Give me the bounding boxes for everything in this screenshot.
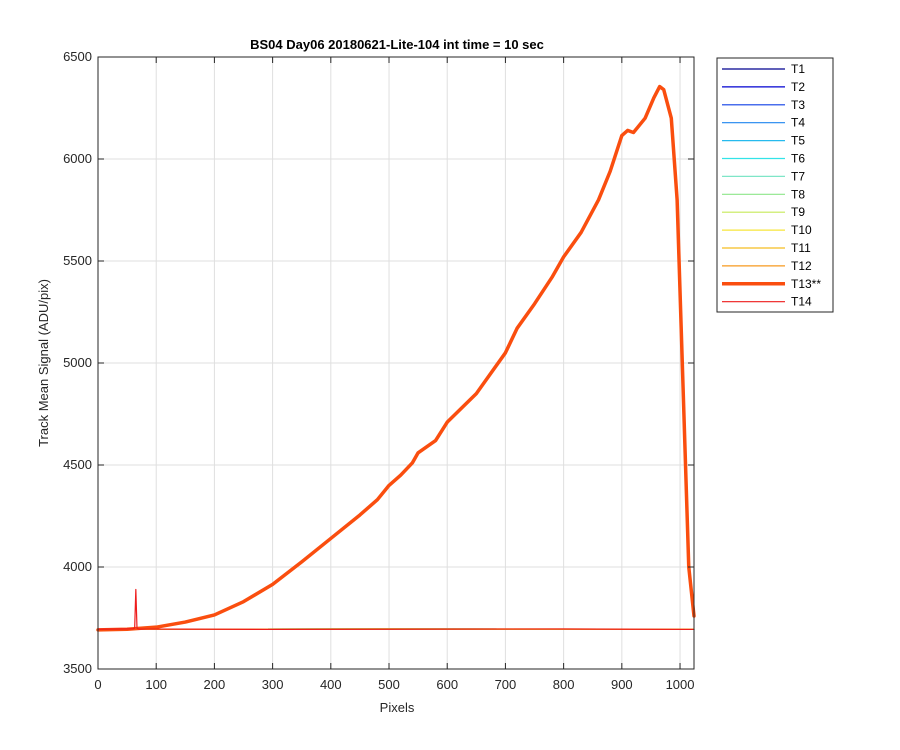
- legend-label: T11: [791, 241, 811, 255]
- series-line-t13: [96, 84, 696, 632]
- legend-label: T9: [791, 205, 805, 219]
- legend-label: T3: [791, 98, 805, 112]
- legend-label: T5: [791, 134, 805, 148]
- x-tick-label: 800: [553, 677, 575, 692]
- y-axis-label: Track Mean Signal (ADU/pix): [36, 279, 51, 447]
- x-tick-label: 700: [495, 677, 517, 692]
- legend: T1 T2 T3 T4 T5 T6 T7 T8 T9 T10 T11 T12 T13** T14: [716, 57, 834, 313]
- x-tick-label: 900: [611, 677, 633, 692]
- chart-title: BS04 Day06 20180621-Lite-104 int time = …: [250, 37, 544, 52]
- x-tick-label: 1000: [666, 677, 695, 692]
- y-tick-label: 4500: [63, 457, 92, 472]
- x-tick-label: 200: [204, 677, 226, 692]
- legend-label: T4: [791, 116, 805, 130]
- x-tick-label: 500: [378, 677, 400, 692]
- x-tick-label: 400: [320, 677, 342, 692]
- legend-label: T13**: [791, 277, 821, 291]
- axis-ticks: 0 100 200 300 400 500 600 700 800 900 1000 3500 4000…: [63, 49, 694, 692]
- x-tick-label: 600: [436, 677, 458, 692]
- series-line-t14: [97, 588, 695, 631]
- legend-box: [716, 57, 834, 313]
- x-tick-label: 100: [145, 677, 167, 692]
- legend-label: T2: [791, 80, 805, 94]
- legend-label: T10: [791, 223, 812, 237]
- x-axis-label: Pixels: [380, 700, 415, 715]
- legend-label: T1: [791, 62, 805, 76]
- y-tick-label: 5000: [63, 355, 92, 370]
- y-tick-label: 3500: [63, 661, 92, 676]
- legend-label: T8: [791, 187, 805, 201]
- y-tick-label: 6000: [63, 151, 92, 166]
- x-tick-label: 0: [94, 677, 101, 692]
- y-tick-label: 5500: [63, 253, 92, 268]
- legend-label: T7: [791, 169, 805, 183]
- legend-label: T14: [791, 295, 812, 309]
- x-tick-label: 300: [262, 677, 284, 692]
- y-tick-label: 4000: [63, 559, 92, 574]
- legend-label: T6: [791, 152, 805, 166]
- legend-label: T12: [791, 259, 812, 273]
- y-tick-label: 6500: [63, 49, 92, 64]
- plot-series: [96, 84, 696, 632]
- grid-lines: [98, 57, 694, 669]
